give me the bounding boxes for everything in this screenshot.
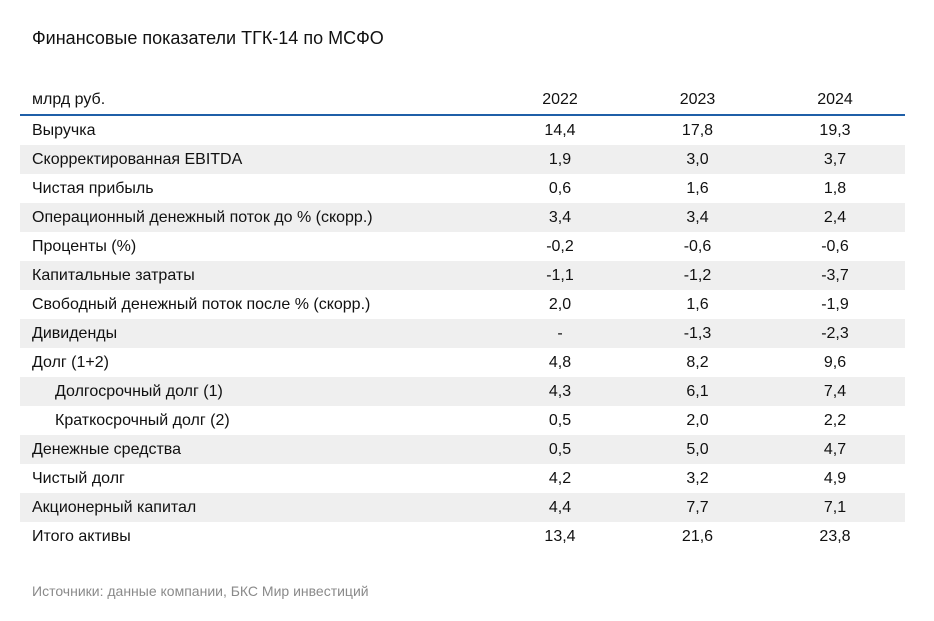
cell-value-2023: 3,2: [686, 469, 709, 487]
table-row: Долгосрочный долг (1) 4,3 6,1 7,4: [20, 377, 905, 406]
table-header-row: млрд руб. 2022 2023 2024: [20, 85, 905, 116]
cell-value-2023: -1,3: [683, 324, 712, 342]
cell-value-2024: -3,7: [821, 266, 849, 284]
row-label: Проценты (%): [32, 237, 137, 255]
cell-value-2022: 0,5: [548, 440, 572, 458]
cell-value-2023: 1,6: [686, 295, 709, 313]
table-row: Денежные средства 0,5 5,0 4,7: [20, 435, 905, 464]
cell-value-2024: -2,3: [821, 324, 849, 342]
unit-label: млрд руб.: [32, 90, 106, 108]
table-row: Выручка 14,4 17,8 19,3: [20, 116, 905, 145]
cell-value-2022: 13,4: [544, 527, 576, 545]
column-header-2023: 2023: [679, 90, 716, 108]
cell-value-2022: 4,4: [548, 498, 572, 516]
cell-value-2024: 9,6: [823, 353, 847, 371]
cell-value-2022: -1,1: [546, 266, 574, 284]
cell-value-2022: -: [557, 324, 563, 342]
cell-value-2024: 1,8: [823, 179, 847, 197]
row-label: Итого активы: [32, 527, 131, 545]
row-label: Скорректированная EBITDA: [32, 150, 243, 168]
cell-value-2024: -1,9: [821, 295, 849, 313]
cell-value-2022: 0,6: [548, 179, 572, 197]
table-row: Долг (1+2) 4,8 8,2 9,6: [20, 348, 905, 377]
cell-value-2023: 2,0: [686, 411, 709, 429]
cell-value-2023: -0,6: [683, 237, 712, 255]
row-label: Краткосрочный долг (2): [55, 411, 230, 429]
table-row: Свободный денежный поток после % (скорр.…: [20, 290, 905, 319]
row-label: Денежные средства: [32, 440, 181, 458]
cell-value-2023: 17,8: [681, 121, 714, 139]
cell-value-2022: 0,5: [548, 411, 572, 429]
table-row: Дивиденды - -1,3 -2,3: [20, 319, 905, 348]
cell-value-2023: -1,2: [683, 266, 712, 284]
table-row: Акционерный капитал 4,4 7,7 7,1: [20, 493, 905, 522]
cell-value-2024: 4,9: [823, 469, 847, 487]
cell-value-2024: 7,1: [823, 498, 847, 516]
cell-value-2022: 3,4: [548, 208, 572, 226]
cell-value-2022: -0,2: [546, 237, 574, 255]
table-row: Проценты (%) -0,2 -0,6 -0,6: [20, 232, 905, 261]
cell-value-2022: 4,3: [548, 382, 572, 400]
table-row: Скорректированная EBITDA 1,9 3,0 3,7: [20, 145, 905, 174]
financial-table: млрд руб. 2022 2023 2024 Выручка 14,4 17,8…: [20, 85, 905, 551]
row-label: Долг (1+2): [32, 353, 109, 371]
row-label: Дивиденды: [32, 324, 118, 342]
row-label: Чистый долг: [32, 469, 125, 487]
cell-value-2022: 2,0: [548, 295, 572, 313]
cell-value-2023: 7,7: [686, 498, 709, 516]
source-note: Источники: данные компании, БКС Мир инве…: [32, 583, 369, 599]
row-label: Долгосрочный долг (1): [55, 382, 223, 400]
cell-value-2024: 7,4: [823, 382, 847, 400]
column-header-2022: 2022: [542, 90, 578, 108]
cell-value-2023: 5,0: [686, 440, 709, 458]
cell-value-2023: 3,4: [686, 208, 709, 226]
cell-value-2024: 3,7: [823, 150, 847, 168]
cell-value-2022: 14,4: [544, 121, 576, 139]
cell-value-2024: 23,8: [819, 527, 851, 545]
cell-value-2024: 19,3: [819, 121, 851, 139]
cell-value-2023: 3,0: [686, 150, 709, 168]
row-label: Свободный денежный поток после % (скорр.…: [32, 295, 371, 313]
cell-value-2023: 1,6: [686, 179, 709, 197]
cell-value-2023: 8,2: [686, 353, 709, 371]
table-body: Выручка 14,4 17,8 19,3 Скорректированная EBI…: [20, 116, 905, 551]
table-row: Капитальные затраты -1,1 -1,2 -3,7: [20, 261, 905, 290]
table-row: Операционный денежный поток до % (скорр.…: [20, 203, 905, 232]
cell-value-2024: 2,2: [823, 411, 847, 429]
row-label: Чистая прибыль: [32, 179, 154, 197]
row-label: Акционерный капитал: [32, 498, 197, 516]
cell-value-2022: 1,9: [548, 150, 572, 168]
row-label: Выручка: [32, 121, 96, 139]
table-title: Финансовые показатели ТГК-14 по МСФО: [32, 28, 384, 48]
cell-value-2024: 2,4: [823, 208, 847, 226]
table-row: Чистая прибыль 0,6 1,6 1,8: [20, 174, 905, 203]
cell-value-2024: 4,7: [823, 440, 847, 458]
cell-value-2024: -0,6: [821, 237, 849, 255]
row-label: Операционный денежный поток до % (скорр.…: [32, 208, 373, 226]
cell-value-2023: 21,6: [681, 527, 714, 545]
cell-value-2022: 4,2: [548, 469, 572, 487]
table-row: Чистый долг 4,2 3,2 4,9: [20, 464, 905, 493]
row-label: Капитальные затраты: [32, 266, 195, 284]
table-row: Краткосрочный долг (2) 0,5 2,0 2,2: [20, 406, 905, 435]
cell-value-2023: 6,1: [686, 382, 709, 400]
cell-value-2022: 4,8: [548, 353, 572, 371]
table-row: Итого активы 13,4 21,6 23,8: [20, 522, 905, 551]
column-header-2024: 2024: [817, 90, 853, 108]
